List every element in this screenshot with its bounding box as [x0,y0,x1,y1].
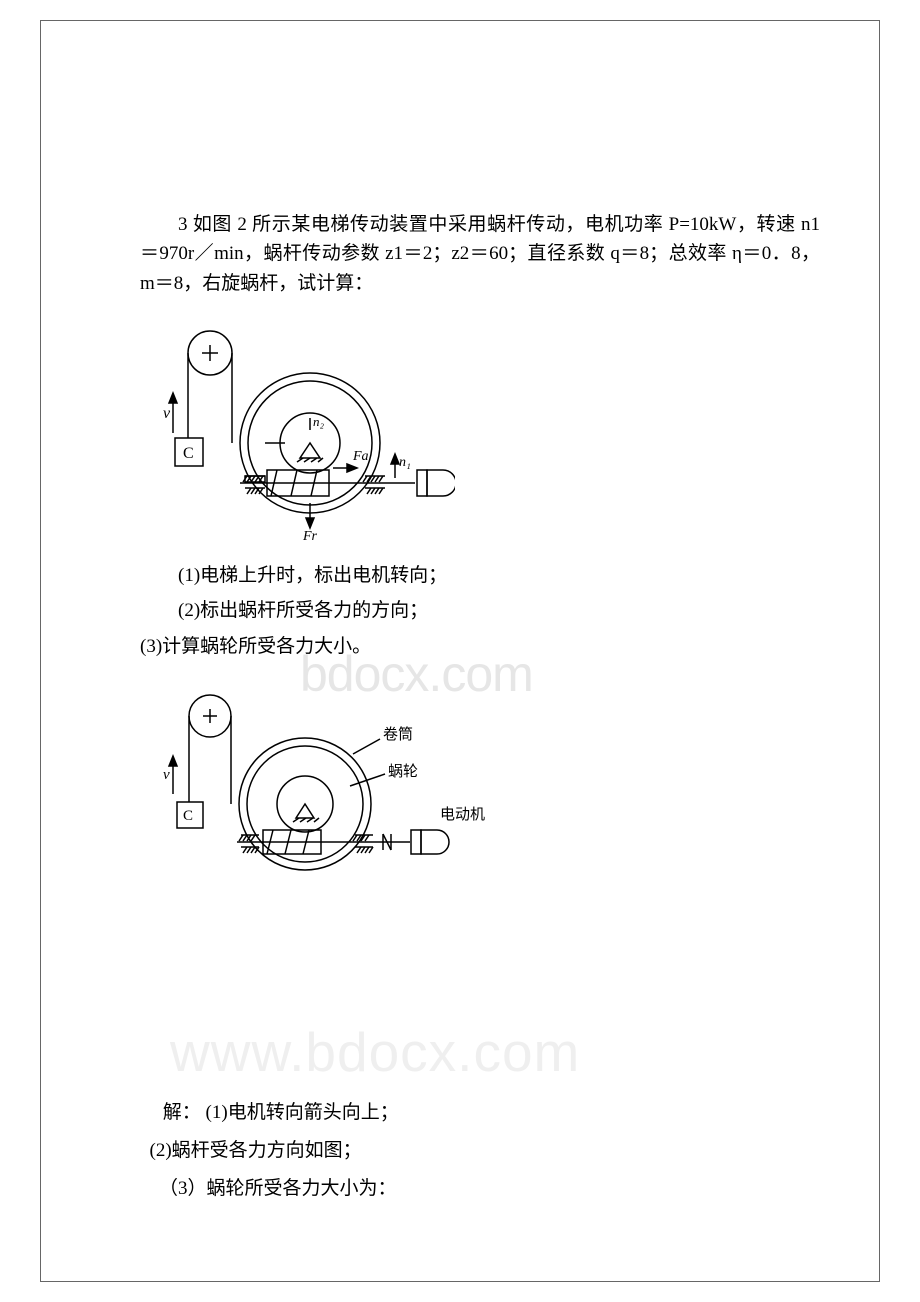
d1-label-Fa: Fa [352,449,369,464]
d1-label-n1: n₁ [399,455,411,470]
question-3: (3)计算蜗轮所受各力大小。 [140,629,820,664]
question-1: (1)电梯上升时，标出电机转向； [178,558,820,593]
d2-label-C: C [183,808,193,824]
d1-label-C: C [183,445,194,462]
d1-label-n2: n₂ [313,414,325,429]
page-content: 3 如图 2 所示某电梯传动装置中采用蜗杆传动，电机功率 P=10kW，转速 n… [140,210,820,1208]
problem-intro: 如图 2 所示某电梯传动装置中采用蜗杆传动，电机功率 P=10kW，转速 n1＝… [140,214,820,294]
d2-label-motor: 电动机 [440,806,485,823]
d2-label-juantong: 卷筒 [383,726,413,743]
d2-label-v: v [163,767,170,783]
d1-label-v: v [163,405,171,422]
solution-line-2: (2)蜗杆受各力方向如图； [150,1132,821,1170]
d2-label-wolun: 蜗轮 [388,763,418,780]
question-2: (2)标出蜗杆所受各力的方向； [178,593,820,628]
diagram-2: v C 卷筒 蜗轮 电动机 [155,684,820,894]
d1-label-Fr: Fr [302,529,318,543]
solution-line-1: 解： (1)电机转向箭头向上； [163,1094,820,1132]
solution-block: 解： (1)电机转向箭头向上； (2)蜗杆受各力方向如图； （3）蜗轮所受各力大… [140,1094,820,1208]
problem-number: 3 [178,214,188,235]
diagram-1: v C n₂ Fa n₁ Fr [155,318,820,543]
problem-statement: 3 如图 2 所示某电梯传动装置中采用蜗杆传动，电机功率 P=10kW，转速 n… [140,210,820,298]
solution-line-3: （3）蜗轮所受各力大小为： [159,1170,820,1208]
